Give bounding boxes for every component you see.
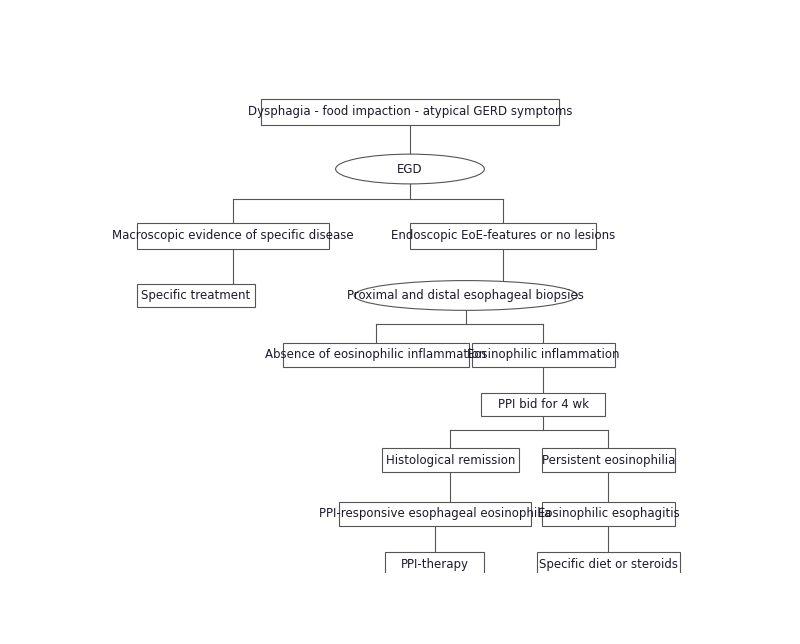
Text: Absence of eosinophilic inflammation: Absence of eosinophilic inflammation [266,348,486,361]
FancyBboxPatch shape [382,448,518,472]
Ellipse shape [336,154,485,184]
FancyBboxPatch shape [542,448,675,472]
Text: Proximal and distal esophageal biopsies: Proximal and distal esophageal biopsies [347,289,584,302]
Text: Specific treatment: Specific treatment [142,289,250,302]
FancyBboxPatch shape [262,99,558,125]
FancyBboxPatch shape [283,343,469,367]
FancyBboxPatch shape [472,343,614,367]
FancyBboxPatch shape [542,502,675,526]
Ellipse shape [354,281,578,310]
FancyBboxPatch shape [410,223,596,249]
Text: EGD: EGD [397,162,423,176]
Text: PPI-therapy: PPI-therapy [401,558,469,571]
Text: Eosinophilic inflammation: Eosinophilic inflammation [467,348,619,361]
Text: Persistent eosinophilia: Persistent eosinophilia [542,453,675,467]
Text: PPI bid for 4 wk: PPI bid for 4 wk [498,398,589,411]
FancyBboxPatch shape [138,283,255,307]
FancyBboxPatch shape [338,502,531,526]
Text: Eosinophilic esophagitis: Eosinophilic esophagitis [538,507,679,520]
Text: Macroscopic evidence of specific disease: Macroscopic evidence of specific disease [113,229,354,242]
Text: PPI-responsive esophageal eosinophilia: PPI-responsive esophageal eosinophilia [318,507,551,520]
FancyBboxPatch shape [138,223,330,249]
Text: Endoscopic EoE-features or no lesions: Endoscopic EoE-features or no lesions [391,229,615,242]
Text: Dysphagia - food impaction - atypical GERD symptoms: Dysphagia - food impaction - atypical GE… [248,106,572,118]
FancyBboxPatch shape [537,553,680,576]
FancyBboxPatch shape [386,553,485,576]
Text: Specific diet or steroids: Specific diet or steroids [539,558,678,571]
FancyBboxPatch shape [482,393,606,417]
Text: Histological remission: Histological remission [386,453,515,467]
